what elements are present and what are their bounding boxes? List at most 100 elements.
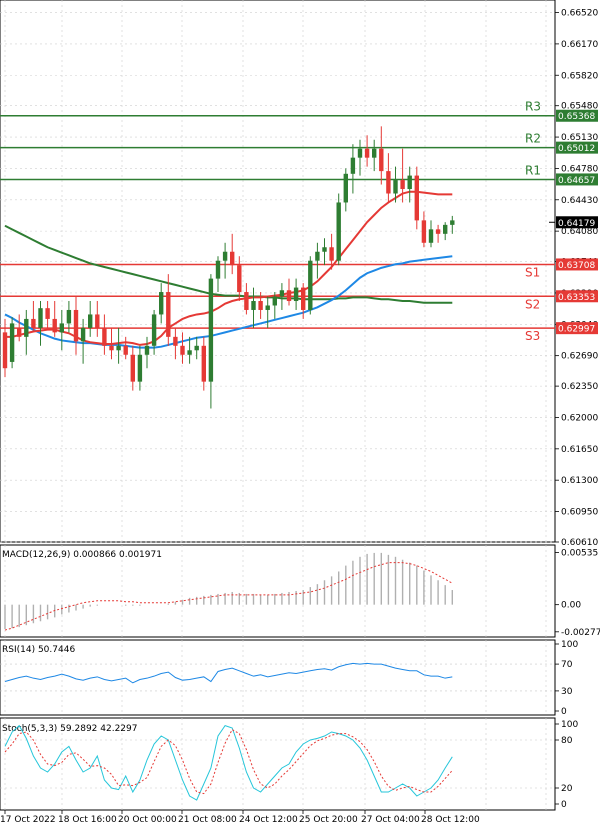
stoch-main-line xyxy=(4,724,453,801)
price-tick-label: 0.62350 xyxy=(561,382,598,392)
candle-body xyxy=(31,318,36,328)
candle-body xyxy=(102,327,107,346)
candle-body xyxy=(230,251,235,266)
stoch-tick-label: 80 xyxy=(561,736,573,746)
stochastic-indicator: Stoch(5,3,3) 59.2892 42.2297 100 80 20 0 xyxy=(0,720,578,810)
level-tag-bg xyxy=(556,173,598,186)
macd-tick-label: 0.00535 xyxy=(561,548,598,558)
candle-body xyxy=(151,314,157,346)
candle-body xyxy=(379,148,384,172)
price-tick-label: 0.65130 xyxy=(561,133,598,143)
rsi-label: RSI(14) 50.7446 xyxy=(2,645,75,655)
level-tag-label: 0.65012 xyxy=(558,144,595,154)
slow-ma-line xyxy=(4,224,453,304)
level-name-R3: R3 xyxy=(525,100,541,114)
candle-body xyxy=(336,202,341,261)
candle-body xyxy=(435,229,441,234)
candle-body xyxy=(265,305,270,310)
macd-label: MACD(12,26,9) 0.000866 0.001971 xyxy=(2,550,162,560)
candle-body xyxy=(88,314,93,328)
time-tick-label: 24 Oct 12:00 xyxy=(239,815,298,825)
time-tick-label: 28 Oct 12:00 xyxy=(421,815,480,825)
candle-body xyxy=(130,354,135,382)
rsi-indicator: RSI(14) 50.7446 100 70 30 0 xyxy=(0,640,578,717)
rsi-tick-label: 30 xyxy=(561,687,573,697)
candle-body xyxy=(194,345,199,351)
candle-body xyxy=(357,148,363,158)
macd-tick-label: -0.002778 xyxy=(561,628,600,638)
level-tag-label: 0.62997 xyxy=(558,325,595,335)
rsi-panel xyxy=(0,639,556,716)
candle-body xyxy=(322,247,327,252)
price-panel xyxy=(0,0,556,543)
price-tick-label: 0.66520 xyxy=(561,9,598,19)
stoch-tick-label: 100 xyxy=(561,720,578,730)
time-tick-label: 21 Oct 08:00 xyxy=(178,815,237,825)
price-tick-label: 0.60610 xyxy=(561,538,598,548)
candle-body xyxy=(293,287,299,302)
candle-body xyxy=(343,173,348,203)
candle-body xyxy=(52,318,57,333)
candle-body xyxy=(386,171,391,194)
time-tick-label: 18 Oct 16:00 xyxy=(58,815,117,825)
candle-body xyxy=(251,301,256,310)
candle-body xyxy=(173,336,178,346)
candle-body xyxy=(180,345,185,355)
mid-ma-line xyxy=(4,255,453,349)
level-name-R2: R2 xyxy=(525,132,541,146)
fast-ma-line xyxy=(5,190,453,346)
candle-body xyxy=(45,308,50,319)
candle-body xyxy=(24,318,29,337)
level-tag-label: 0.65368 xyxy=(558,112,595,122)
candle-body xyxy=(272,296,277,306)
price-tick-label: 0.64780 xyxy=(561,164,598,174)
candle-body xyxy=(450,220,455,225)
candle-body xyxy=(17,327,22,337)
candle-body xyxy=(144,345,150,355)
price-tick-label: 0.64080 xyxy=(561,227,598,237)
level-tag-label: 0.63708 xyxy=(558,261,595,271)
candle-body xyxy=(400,180,405,190)
macd-signal-line xyxy=(4,562,453,631)
macd-tick-label: 0.00 xyxy=(561,601,581,611)
level-tag-R2: 0.65012 xyxy=(556,141,598,154)
price-tick-label: 0.65820 xyxy=(561,71,598,81)
stoch-tick-label: 0 xyxy=(561,800,567,810)
candle-body xyxy=(237,265,242,293)
candle-body xyxy=(258,301,263,310)
candle-body xyxy=(73,309,79,342)
time-tick-label: 27 Oct 04:00 xyxy=(361,815,420,825)
level-tag-bg xyxy=(556,290,598,303)
level-tag-S1: 0.63708 xyxy=(556,258,598,271)
panel-frames xyxy=(0,0,556,811)
price-tick-label: 0.62000 xyxy=(561,413,598,423)
price-tick-label: 0.62690 xyxy=(561,352,598,362)
current-price-label: 0.64179 xyxy=(558,219,595,229)
current-price-tag: 0.64179 xyxy=(549,216,598,229)
macd-panel xyxy=(0,544,556,638)
candle-body xyxy=(2,332,8,369)
candle-body xyxy=(137,354,143,382)
price-tick-label: 0.64430 xyxy=(561,196,598,206)
candle-body xyxy=(315,251,320,261)
candle-body xyxy=(286,290,292,302)
level-name-S2: S2 xyxy=(525,297,540,311)
level-tag-S3: 0.62997 xyxy=(556,322,598,335)
candle-body xyxy=(421,220,427,243)
price-tick-label: 0.60950 xyxy=(561,508,598,518)
current-price-bg xyxy=(556,216,598,229)
rsi-tick-label: 0 xyxy=(561,707,567,717)
candle-body xyxy=(364,148,370,158)
candle-body xyxy=(116,345,121,351)
candle-body xyxy=(66,309,72,324)
candle-body xyxy=(308,260,313,310)
stoch-tick-label: 20 xyxy=(561,784,573,794)
macd-indicator: MACD(12,26,9) 0.000866 0.001971 0.00535 0.… xyxy=(2,548,600,637)
time-axis: 17 Oct 2022 18 Oct 16:00 20 Oct 00:00 21 Oc… xyxy=(0,810,480,825)
level-tag-bg xyxy=(556,322,598,335)
level-tag-S2: 0.63353 xyxy=(556,290,598,303)
candle-body xyxy=(166,292,171,337)
candle-body xyxy=(407,175,412,190)
candle-body xyxy=(372,148,377,158)
